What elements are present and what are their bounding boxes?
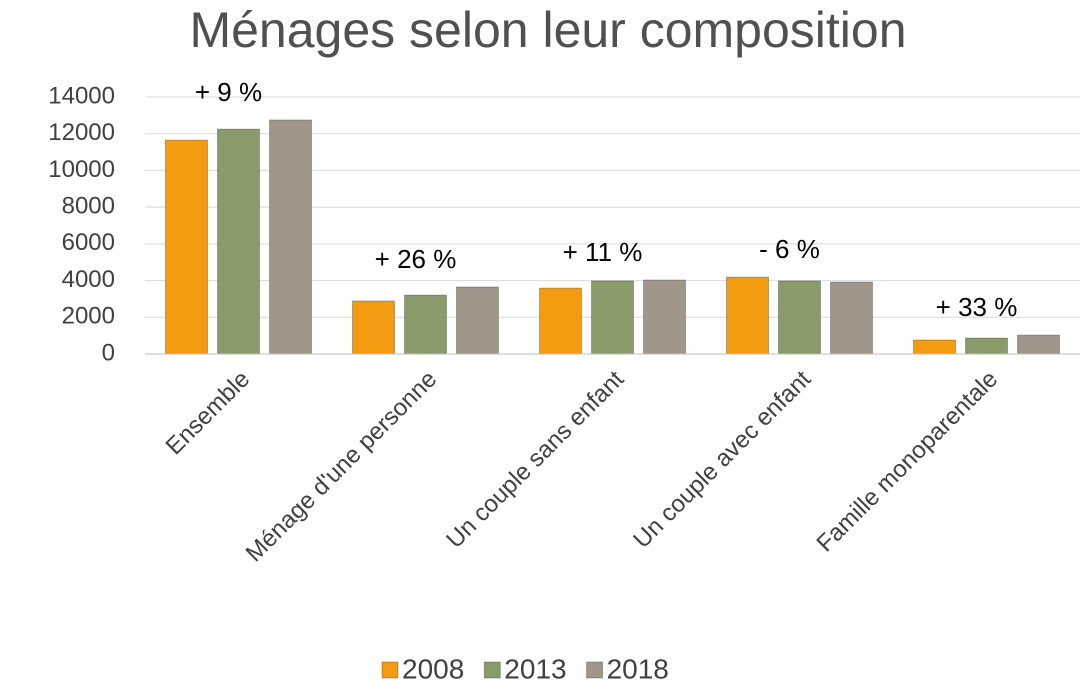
bar <box>965 337 1008 355</box>
y-tick-label: 2000 <box>62 303 115 330</box>
y-tick-label: 8000 <box>62 192 115 219</box>
y-tick-label: 4000 <box>62 266 115 293</box>
y-tick-label: 6000 <box>62 229 115 256</box>
x-tick-label: Un couple sans enfant <box>441 365 629 553</box>
bar <box>1017 334 1060 355</box>
bar <box>217 128 260 355</box>
legend-label: 2013 <box>504 653 566 684</box>
y-tick-label: 0 <box>102 339 115 366</box>
x-tick-label: Famille monoparentale <box>812 366 1004 558</box>
legend-swatch <box>483 661 501 679</box>
bar <box>352 300 395 355</box>
bar <box>404 294 447 355</box>
x-tick-label: Un couple avec enfant <box>628 365 816 553</box>
bar <box>165 139 208 355</box>
legend-label: 2018 <box>607 653 669 684</box>
bar <box>456 286 499 355</box>
annotation: + 33 % <box>936 292 1018 322</box>
x-tick-label: Ménage d'une personne <box>241 366 443 568</box>
bar <box>269 119 312 355</box>
legend-swatch <box>381 661 399 679</box>
bar <box>643 279 686 355</box>
annotation: + 9 % <box>195 77 262 107</box>
y-tick-label: 14000 <box>48 82 115 109</box>
y-tick-label: 12000 <box>48 119 115 146</box>
annotation: - 6 % <box>759 234 820 264</box>
chart-title: Ménages selon leur composition <box>189 2 906 58</box>
y-tick-label: 10000 <box>48 156 115 183</box>
bar <box>830 281 873 355</box>
legend-swatch <box>586 661 604 679</box>
bar <box>539 287 582 355</box>
annotation: + 11 % <box>563 237 643 267</box>
x-tick-label: Ensemble <box>161 366 256 461</box>
bar <box>913 339 956 355</box>
legend: 2008 2013 2018 <box>381 653 669 684</box>
bar <box>726 276 769 355</box>
bar <box>778 280 821 355</box>
annotation: + 26 % <box>375 244 457 274</box>
legend-label: 2008 <box>402 653 464 684</box>
bar <box>591 280 634 355</box>
